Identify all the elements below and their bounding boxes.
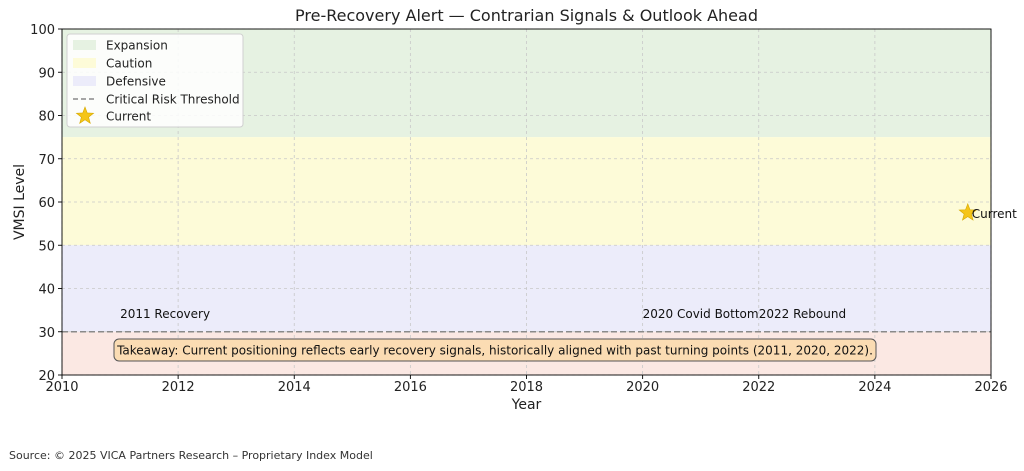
annotation-label: 2011 Recovery [120,307,210,321]
x-tick-label: 2010 [45,380,78,395]
y-tick-label: 90 [38,66,55,81]
legend-label: Current [106,110,151,124]
legend-label: Critical Risk Threshold [106,93,240,107]
x-axis-label: Year [511,397,542,413]
x-tick-label: 2018 [510,380,543,395]
legend-label: Expansion [106,39,168,53]
legend-swatch-expansion [73,40,96,50]
chart: 2010 2012 2014 2016 2018 2020 2022 2024 2026 20 30… [12,6,1017,413]
legend: Expansion Caution Defensive Critical Risk T… [66,33,244,128]
takeaway-text: Takeaway: Current positioning reflects e… [116,344,873,358]
legend-swatch-current-star-icon [75,106,95,124]
y-tick-label: 100 [30,23,55,38]
y-tick-label: 80 [38,110,55,125]
current-star-marker [958,202,978,221]
y-tick-label: 60 [38,196,55,211]
legend-label: Defensive [106,75,166,89]
x-tick-label: 2024 [858,380,891,395]
legend-label: Caution [106,57,152,71]
legend-box [66,33,244,128]
x-tick-label: 2026 [974,380,1007,395]
x-tick-label: 2020 [626,380,659,395]
x-tick-label: 2012 [162,380,195,395]
current-point-label: Current [972,207,1017,221]
legend-swatch-defensive [73,76,96,86]
annotation-label: 2022 Rebound [759,307,846,321]
y-tick-label: 50 [38,239,55,254]
x-tick-label: 2022 [742,380,775,395]
source-note: Source: © 2025 VICA Partners Research – … [9,449,373,462]
y-tick-label: 40 [38,283,55,298]
y-tick-label: 20 [38,369,55,384]
y-tick-label: 70 [38,153,55,168]
x-tick-label: 2014 [278,380,311,395]
chart-title: Pre-Recovery Alert — Contrarian Signals … [295,6,758,25]
y-axis-label: VMSI Level [12,164,28,240]
annotation-label: 2020 Covid Bottom [643,307,759,321]
legend-swatch-caution [73,58,96,68]
y-tick-label: 30 [38,326,55,341]
x-tick-label: 2016 [394,380,427,395]
takeaway-box [113,338,877,362]
